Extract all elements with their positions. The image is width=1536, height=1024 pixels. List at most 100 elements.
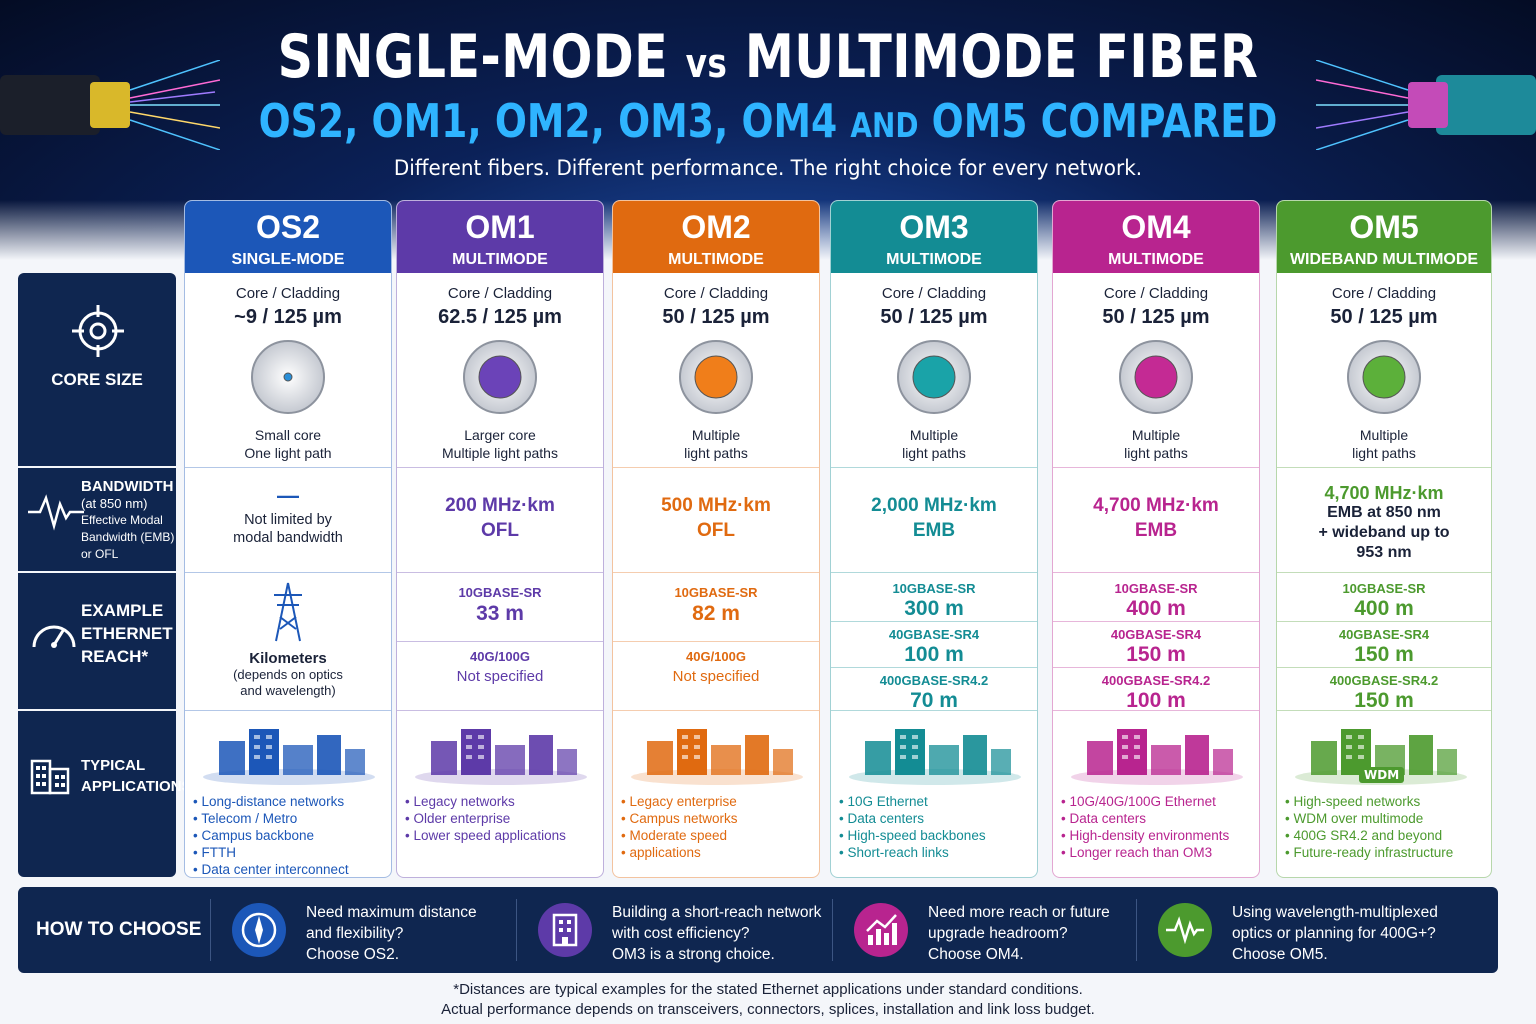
application-item: Older enterprise	[405, 810, 566, 827]
bandwidth-section: 4,700 MHz·km EMB at 850 nm + wideband up…	[1277, 483, 1491, 563]
tip-text: Need more reach or future upgrade headro…	[928, 902, 1148, 965]
how-to-choose-title: HOW TO CHOOSE	[36, 919, 202, 940]
application-item: High-speed networks	[1285, 793, 1453, 810]
application-item: Legacy enterprise	[621, 793, 738, 810]
reach-10g: 10GBASE-SR 33 m	[397, 585, 603, 626]
bandwidth-value: EMB at 850 nm	[1327, 504, 1441, 521]
row-label-text: CORE SIZE	[51, 370, 143, 389]
choose-tip: Building a short-reach network with cost…	[520, 887, 821, 973]
fiber-type-name: OS2	[255, 209, 321, 245]
application-item: WDM over multimode	[1285, 810, 1453, 827]
fiber-type-name: OM3	[899, 209, 969, 245]
reach-distance: 400 m	[1126, 597, 1186, 620]
row-label-text: or OFL	[81, 547, 119, 561]
tip-line: Need maximum distance	[306, 904, 477, 921]
reach-item: 40GBASE-SR4 150 m	[1053, 625, 1259, 665]
reach-standard: 10GBASE-SR	[458, 585, 542, 600]
bandwidth-type: OFL	[697, 520, 735, 541]
bandwidth-value: + wideband up to	[1318, 524, 1450, 541]
reach-distance: 150 m	[1354, 689, 1414, 712]
reach-item: 10GBASE-SR 400 m	[1277, 579, 1491, 619]
core-section: Core / Cladding 50 / 125 µm Multiple lig…	[613, 285, 819, 462]
core-label: Core / Cladding	[1103, 285, 1209, 302]
tip-text: Need maximum distance and flexibility? C…	[306, 902, 526, 965]
reach-standard: 10GBASE-SR	[674, 585, 758, 600]
application-item: Campus networks	[621, 810, 737, 827]
core-note: Multiple	[691, 427, 741, 443]
reach-standard: 400GBASE-SR4.2	[1101, 673, 1211, 688]
bandwidth-dash: —	[277, 483, 299, 508]
reach-distance: Not specified	[456, 668, 544, 685]
gauge-icon	[32, 625, 76, 648]
tip-line: Choose OM4.	[928, 946, 1024, 963]
tip-line: Using wavelength-multiplexed	[1232, 904, 1438, 921]
column-header: OM5 WIDEBAND MULTIMODE	[1277, 201, 1491, 273]
fiber-core-icon	[463, 340, 537, 414]
application-item: Short-reach links	[839, 844, 986, 861]
reach-40g-100g: 40G/100G Not specified	[613, 649, 819, 685]
reach-standard: 40G/100G	[470, 649, 530, 664]
tip-line: Choose OM5.	[1232, 946, 1328, 963]
reach-distance: 33 m	[476, 602, 524, 625]
column-header: OS2 SINGLE-MODE	[185, 201, 391, 273]
reach-standard: 40GBASE-SR4	[888, 627, 980, 642]
tip-line: with cost efficiency?	[612, 925, 750, 942]
reach-standard: 400GBASE-SR4.2	[1329, 673, 1439, 688]
tip-text: Using wavelength-multiplexed optics or p…	[1232, 902, 1452, 965]
reach-distance: 150 m	[1354, 643, 1414, 666]
reach-item: 400GBASE-SR4.2 70 m	[831, 671, 1037, 711]
reach-40g-100g: 40G/100G Not specified	[397, 649, 603, 685]
application-item: Data center interconnect	[193, 861, 348, 877]
footnote-line: *Distances are typical examples for the …	[453, 981, 1083, 998]
row-label-text: BANDWIDTH	[81, 478, 174, 495]
application-illustration-icon	[1071, 729, 1243, 785]
application-item: Longer reach than OM3	[1061, 844, 1229, 861]
wdm-badge: WDM	[1359, 767, 1405, 783]
fiber-core-icon	[1119, 340, 1193, 414]
core-label: Core / Cladding	[1331, 285, 1437, 302]
fiber-column-om4: OM4 MULTIMODE Core / Cladding 50 / 125 µ…	[1052, 200, 1260, 878]
bandwidth-section: 2,000 MHz·km EMB	[831, 493, 1037, 543]
row-label-core-size: CORE SIZE	[18, 273, 176, 466]
reach-standard: 10GBASE-SR	[1114, 581, 1198, 596]
fiber-mode-label: MULTIMODE	[886, 251, 982, 268]
fiber-mode-label: WIDEBAND MULTIMODE	[1289, 251, 1479, 268]
core-section: Core / Cladding 62.5 / 125 µm Larger cor…	[397, 285, 603, 462]
fiber-column-om2: OM2 MULTIMODE Core / Cladding 50 / 125 µ…	[612, 200, 820, 878]
choose-tip: Using wavelength-multiplexed optics or p…	[1140, 887, 1440, 973]
core-label: Core / Cladding	[881, 285, 987, 302]
core-note: light paths	[902, 445, 966, 461]
core-label: Core / Cladding	[235, 285, 341, 302]
reach-item: 10GBASE-SR 400 m	[1053, 579, 1259, 619]
column-header: OM4 MULTIMODE	[1053, 201, 1259, 273]
application-item: Lower speed applications	[405, 827, 565, 844]
applications-list: Long-distance networksTelecom / MetroCam…	[193, 793, 349, 877]
column-header: OM1 MULTIMODE	[397, 201, 603, 273]
bandwidth-section: 4,700 MHz·km EMB	[1053, 493, 1259, 543]
bandwidth-value: modal bandwidth	[233, 530, 343, 546]
application-item: Campus backbone	[193, 827, 349, 844]
reach-distance: 400 m	[1354, 597, 1414, 620]
reach-distance: 70 m	[910, 689, 958, 712]
bandwidth-section: 500 MHz·km OFL	[613, 493, 819, 543]
reach-distance: 100 m	[1126, 689, 1186, 712]
row-label-text: REACH*	[81, 647, 149, 666]
fiber-mode-label: SINGLE-MODE	[231, 251, 345, 268]
core-section: Core / Cladding 50 / 125 µm Multiple lig…	[1277, 285, 1491, 462]
column-header: OM2 MULTIMODE	[613, 201, 819, 273]
reach-item: 400GBASE-SR4.2 150 m	[1277, 671, 1491, 711]
reach-distance: 150 m	[1126, 643, 1186, 666]
fiber-core-icon	[897, 340, 971, 414]
reach-standard: 400GBASE-SR4.2	[879, 673, 989, 688]
buildings-icon	[30, 759, 70, 795]
row-label-text: EXAMPLE	[81, 601, 164, 620]
core-size-value: 50 / 125 µm	[662, 306, 770, 328]
fiber-column-om1: OM1 MULTIMODE Core / Cladding 62.5 / 125…	[396, 200, 604, 878]
fiber-column-om5: OM5 WIDEBAND MULTIMODE Core / Cladding 5…	[1276, 200, 1492, 878]
bandwidth-type: OFL	[481, 520, 519, 541]
application-item: 10G Ethernet	[839, 793, 986, 810]
fiber-type-name: OM5	[1349, 209, 1419, 245]
bandwidth-value: 953 nm	[1356, 544, 1412, 561]
row-label-text: TYPICAL	[81, 757, 146, 774]
compass-icon	[232, 903, 286, 957]
